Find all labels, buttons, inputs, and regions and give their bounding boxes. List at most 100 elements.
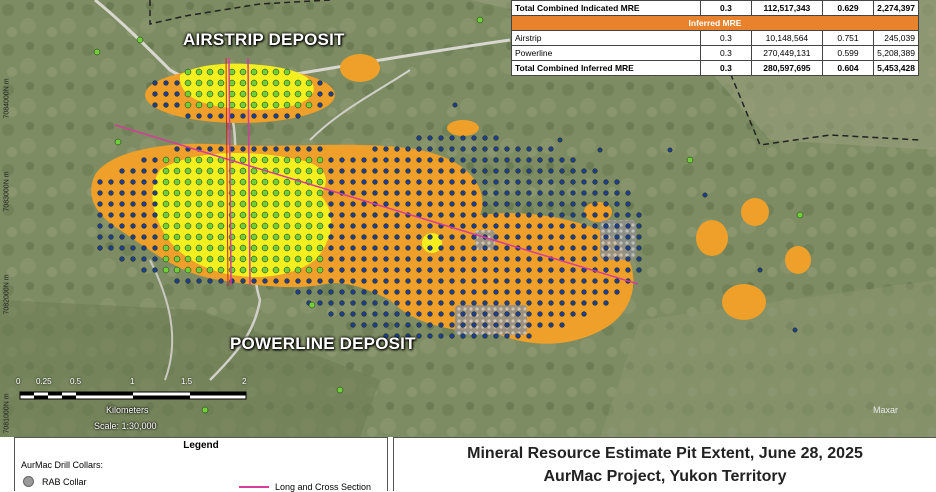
road	[309, 69, 411, 141]
drill-collar-marker	[383, 179, 389, 185]
drill-collar-marker	[108, 234, 114, 240]
drill-collar-marker	[614, 278, 620, 284]
drill-collar-marker	[250, 266, 258, 274]
drill-collar-marker	[272, 68, 280, 76]
drill-collar-marker	[570, 157, 576, 163]
drill-collar-marker	[405, 267, 411, 273]
drill-collar-marker	[174, 91, 180, 97]
scale-bar: 0 0.25 0.5 1 1.5 2 Kilometers Scale: 1:3…	[14, 377, 254, 437]
drill-collar-marker	[339, 234, 345, 240]
drill-collar-marker	[195, 178, 203, 186]
drill-collar-marker	[383, 212, 389, 218]
drill-collar-marker	[592, 223, 598, 229]
drill-collar-marker	[559, 300, 565, 306]
drill-collar-marker	[625, 201, 631, 207]
drill-collar-marker	[350, 157, 356, 163]
drill-collar-marker	[504, 146, 510, 152]
drill-collar-marker	[383, 146, 389, 152]
drill-collar-marker	[196, 278, 202, 284]
drill-collar-marker	[195, 266, 203, 274]
drill-collar-marker	[272, 255, 280, 263]
drill-collar-marker	[559, 157, 565, 163]
drill-collar-marker	[537, 267, 543, 273]
drill-collar-marker	[482, 135, 488, 141]
drill-collar-marker	[482, 311, 488, 317]
cell: 245,039	[873, 30, 919, 46]
drill-collar-marker	[515, 311, 521, 317]
drill-collar-marker	[372, 190, 378, 196]
drill-collar-marker	[548, 245, 554, 251]
drill-collar-marker	[250, 189, 258, 197]
drill-collar-marker	[504, 179, 510, 185]
drill-collar-marker	[283, 244, 291, 252]
drill-collar-marker	[152, 223, 158, 229]
drill-collar-marker	[361, 212, 367, 218]
drill-collar-marker	[195, 68, 203, 76]
drill-collar-marker	[294, 156, 302, 164]
drill-collar-marker	[394, 311, 400, 317]
drill-collar-marker	[141, 234, 147, 240]
drill-collar-marker	[272, 233, 280, 241]
scale-tick-label: 1	[130, 377, 135, 386]
drill-collar-marker	[162, 255, 170, 263]
imagery-watermark: Maxar	[873, 405, 898, 415]
drill-collar-marker	[548, 300, 554, 306]
drill-collar-marker	[350, 267, 356, 273]
drill-collar-marker	[162, 266, 170, 274]
drill-collar-marker	[141, 168, 147, 174]
drill-collar-marker	[141, 212, 147, 218]
drill-collar-marker	[526, 201, 532, 207]
drill-collar-marker	[636, 223, 642, 229]
drill-collar-marker	[482, 333, 488, 339]
drill-collar-marker	[438, 190, 444, 196]
drill-collar-marker	[294, 211, 302, 219]
drill-collar-marker	[405, 278, 411, 284]
drill-collar-marker	[504, 256, 510, 262]
drill-collar-marker	[603, 278, 609, 284]
drill-collar-marker	[416, 256, 422, 262]
drill-collar-marker	[141, 267, 147, 273]
drill-collar-marker	[405, 234, 411, 240]
drill-collar-marker	[174, 102, 180, 108]
map-frame: Maxar 7084000N m 7083000N m 7082000N m 7…	[0, 0, 936, 437]
drill-collar-marker	[316, 200, 324, 208]
drill-collar-marker	[251, 146, 257, 152]
drill-collar-marker	[427, 157, 433, 163]
drill-collar-marker	[361, 300, 367, 306]
terrain-patch	[600, 280, 936, 437]
drill-collar-marker	[570, 212, 576, 218]
drill-collar-marker	[152, 157, 158, 163]
drill-collar-marker	[239, 90, 247, 98]
drill-collar-marker	[152, 201, 158, 207]
drill-collar-marker	[283, 178, 291, 186]
drill-collar-marker	[350, 300, 356, 306]
drill-collar-marker	[515, 168, 521, 174]
drill-collar-marker	[504, 212, 510, 218]
drill-collar-marker	[130, 168, 136, 174]
drill-collar-marker	[119, 201, 125, 207]
drill-collar-marker	[97, 245, 103, 251]
drill-collar-marker	[206, 101, 214, 109]
drill-collar-marker	[217, 189, 225, 197]
drill-collar-marker	[504, 289, 510, 295]
drill-collar-marker	[537, 322, 543, 328]
drill-collar-marker	[581, 245, 587, 251]
drill-collar-marker	[405, 289, 411, 295]
cell: 280,597,695	[750, 60, 823, 76]
drill-collar-marker	[361, 322, 367, 328]
drill-collar-marker	[207, 278, 213, 284]
drill-collar-marker	[625, 223, 631, 229]
drill-collar-marker	[372, 300, 378, 306]
drill-collar-marker	[493, 190, 499, 196]
drill-collar-marker	[570, 201, 576, 207]
drill-collar-marker	[119, 190, 125, 196]
drill-collar-marker	[581, 168, 587, 174]
drill-collar-marker	[316, 178, 324, 186]
drill-collar-marker	[283, 255, 291, 263]
drill-collar-marker	[394, 256, 400, 262]
drill-collar-marker	[548, 223, 554, 229]
drill-collar-marker	[361, 190, 367, 196]
drill-collar-marker	[537, 201, 543, 207]
drill-collar-marker	[548, 267, 554, 273]
drill-collar-marker	[548, 289, 554, 295]
